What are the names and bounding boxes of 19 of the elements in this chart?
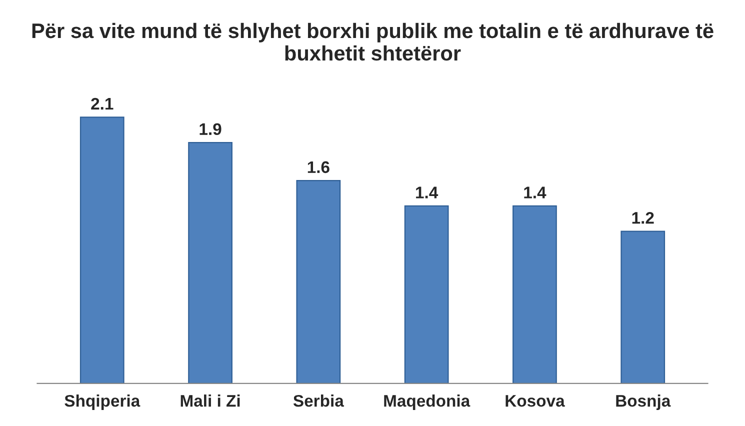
- bar: [404, 205, 449, 384]
- x-tick-label: Mali i Zi: [180, 394, 240, 407]
- x-tick-label: Serbia: [293, 394, 344, 407]
- data-label: 1.6: [308, 161, 330, 174]
- bar: [512, 205, 557, 384]
- data-label: 1.9: [200, 123, 222, 136]
- bar: [620, 230, 666, 384]
- chart-title: Për sa vite mund të shlyhet borxhi publik me totalin e të ardhurave të buxhetit shtetëror: [32, 22, 714, 61]
- x-tick-label: Maqedonia: [384, 394, 470, 410]
- bar: [296, 180, 341, 384]
- data-label: 1.2: [632, 212, 654, 224]
- x-tick-label: Shqiperia: [64, 394, 140, 410]
- data-label: 1.4: [524, 186, 546, 198]
- bar: [80, 116, 124, 384]
- bar: [188, 142, 232, 384]
- x-tick-label: Kosova: [506, 395, 565, 407]
- data-label: 2.1: [91, 98, 114, 110]
- data-label: 1.4: [416, 186, 438, 198]
- x-tick-label: Bosnja: [616, 394, 671, 410]
